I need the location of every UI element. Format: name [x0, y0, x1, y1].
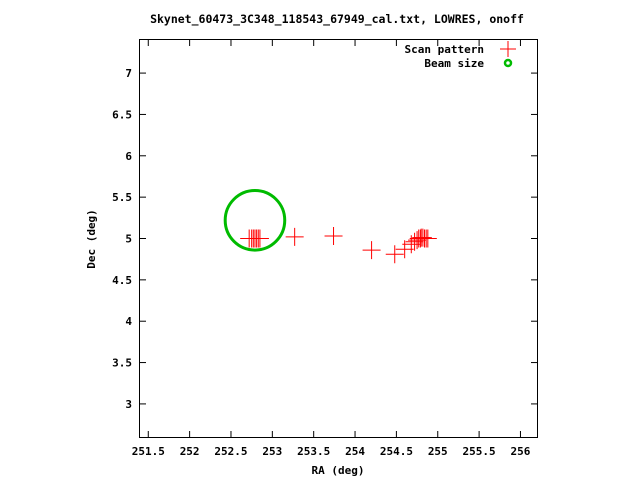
scan-point: [385, 245, 404, 264]
x-tick-label: 255: [428, 445, 448, 458]
scan-point: [408, 231, 427, 250]
x-tick-label: 255.5: [463, 445, 496, 458]
beam-series: [223, 189, 287, 252]
y-tick-label: 4.5: [112, 274, 132, 287]
x-axis-label: RA (deg): [312, 464, 365, 477]
legend-marker-scan: [500, 41, 516, 57]
legend: Scan pattern Beam size: [405, 41, 516, 70]
scan-series: [240, 227, 437, 264]
scan-point: [324, 227, 343, 246]
y-axis-label: Dec (deg): [85, 209, 98, 269]
y-tick-label: 6.5: [112, 108, 132, 121]
scan-point: [418, 229, 437, 248]
beam-circle: [223, 189, 287, 252]
y-tick-label: 3: [125, 398, 132, 411]
scan-point: [285, 227, 304, 246]
x-tick-label: 253: [262, 445, 282, 458]
y-tick-label: 5.5: [112, 191, 132, 204]
x-tick-label: 254: [345, 445, 365, 458]
x-tick-label: 252.5: [214, 445, 247, 458]
x-tick-label: 251.5: [132, 445, 165, 458]
y-tick-label: 7: [125, 67, 132, 80]
legend-circle-icon: [503, 58, 513, 68]
y-tick-label: 3.5: [112, 357, 132, 370]
scan-point: [250, 229, 269, 248]
x-tick-label: 254.5: [380, 445, 413, 458]
legend-marker-beam: [503, 58, 513, 68]
legend-plus-icon: [500, 41, 516, 57]
x-tick-label: 252: [180, 445, 200, 458]
axis-ticks: 251.5 252 252.5 253 253.5 254 254.5 255 255.5 256…: [112, 40, 537, 458]
scan-point: [395, 240, 414, 259]
scan-point: [362, 241, 381, 260]
y-tick-label: 6: [125, 150, 132, 163]
y-tick-label: 4: [125, 315, 132, 328]
scan-point: [413, 228, 432, 247]
x-tick-label: 256: [511, 445, 531, 458]
x-tick-label: 253.5: [297, 445, 330, 458]
legend-label-scan: Scan pattern: [405, 43, 484, 56]
legend-label-beam: Beam size: [424, 57, 484, 70]
plot-frame: [139, 39, 538, 438]
chart-title: Skynet_60473_3C348_118543_67949_cal.txt,…: [150, 12, 524, 27]
y-tick-label: 5: [125, 233, 132, 246]
